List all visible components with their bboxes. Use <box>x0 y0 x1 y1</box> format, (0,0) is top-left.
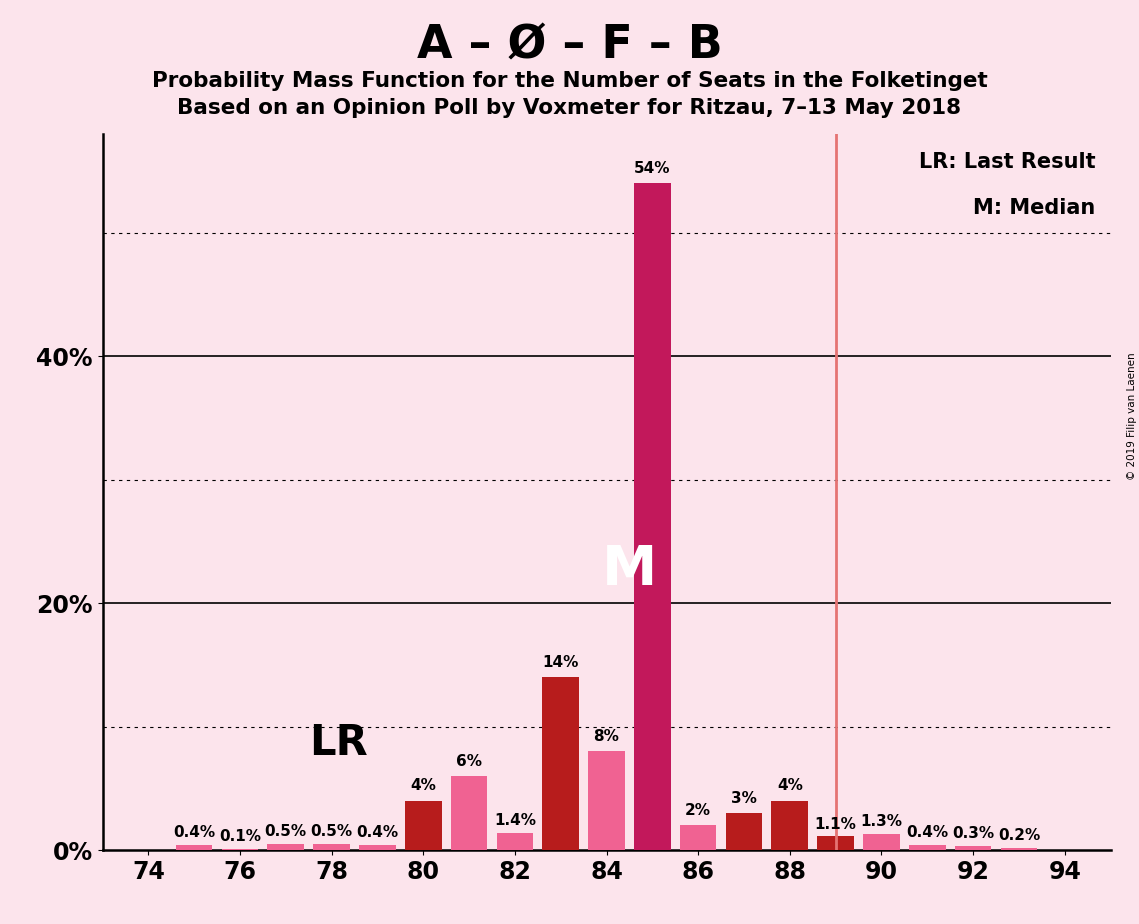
Text: LR: Last Result: LR: Last Result <box>919 152 1096 172</box>
Bar <box>268 844 304 850</box>
Bar <box>313 844 350 850</box>
Text: 4%: 4% <box>777 778 803 794</box>
Bar <box>863 834 900 850</box>
Text: © 2019 Filip van Laenen: © 2019 Filip van Laenen <box>1126 352 1137 480</box>
Text: 14%: 14% <box>542 655 579 670</box>
Text: 8%: 8% <box>593 729 620 744</box>
Text: 1.1%: 1.1% <box>814 817 857 832</box>
Bar <box>404 801 442 850</box>
Bar <box>954 846 991 850</box>
Bar <box>818 836 854 850</box>
Bar <box>451 776 487 850</box>
Text: 0.4%: 0.4% <box>173 825 215 840</box>
Bar <box>634 183 671 850</box>
Text: 0.3%: 0.3% <box>952 826 994 842</box>
Text: M: M <box>601 543 657 597</box>
Text: 0.5%: 0.5% <box>264 824 306 839</box>
Text: 0.2%: 0.2% <box>998 828 1040 843</box>
Bar <box>771 801 808 850</box>
Text: Based on an Opinion Poll by Voxmeter for Ritzau, 7–13 May 2018: Based on an Opinion Poll by Voxmeter for… <box>178 98 961 118</box>
Bar <box>222 849 259 850</box>
Text: Probability Mass Function for the Number of Seats in the Folketinget: Probability Mass Function for the Number… <box>151 71 988 91</box>
Text: 0.1%: 0.1% <box>219 829 261 844</box>
Bar <box>542 677 579 850</box>
Text: 6%: 6% <box>456 754 482 769</box>
Text: 1.3%: 1.3% <box>860 814 902 829</box>
Text: 4%: 4% <box>410 778 436 794</box>
Bar <box>588 751 625 850</box>
Text: M: Median: M: Median <box>973 199 1096 218</box>
Text: 2%: 2% <box>686 803 711 818</box>
Text: A – Ø – F – B: A – Ø – F – B <box>417 23 722 68</box>
Text: 0.5%: 0.5% <box>311 824 353 839</box>
Text: 0.4%: 0.4% <box>907 825 949 840</box>
Text: 1.4%: 1.4% <box>494 813 535 828</box>
Bar <box>359 845 395 850</box>
Text: 54%: 54% <box>634 161 671 176</box>
Bar <box>1000 847 1038 850</box>
Text: 3%: 3% <box>731 791 757 806</box>
Bar <box>175 845 213 850</box>
Text: 0.4%: 0.4% <box>357 825 399 840</box>
Bar <box>909 845 945 850</box>
Bar <box>726 813 762 850</box>
Bar <box>680 825 716 850</box>
Text: LR: LR <box>309 722 368 763</box>
Bar <box>497 833 533 850</box>
